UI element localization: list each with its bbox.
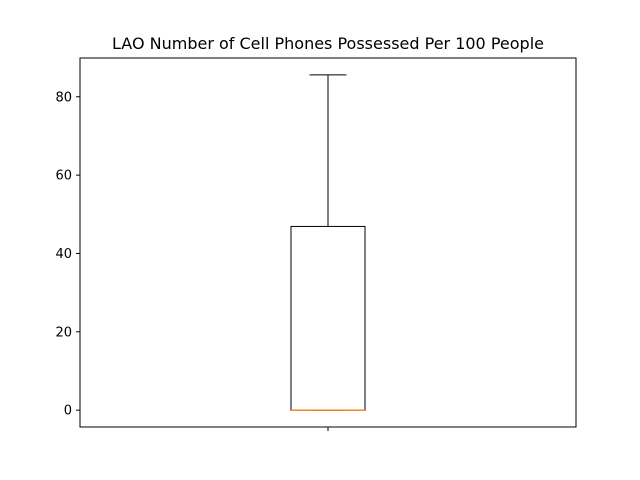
y-tick-label: 20	[55, 325, 72, 340]
y-tick-label: 0	[64, 404, 72, 419]
y-axis: 0 20 40 60 80	[55, 90, 80, 419]
y-tick-label: 40	[55, 247, 72, 262]
box-iqr	[290, 225, 366, 411]
y-tick-label: 80	[55, 90, 72, 105]
plot-area	[290, 74, 366, 411]
y-tick-label: 60	[55, 169, 72, 184]
chart-title: LAO Number of Cell Phones Possessed Per …	[112, 34, 544, 53]
